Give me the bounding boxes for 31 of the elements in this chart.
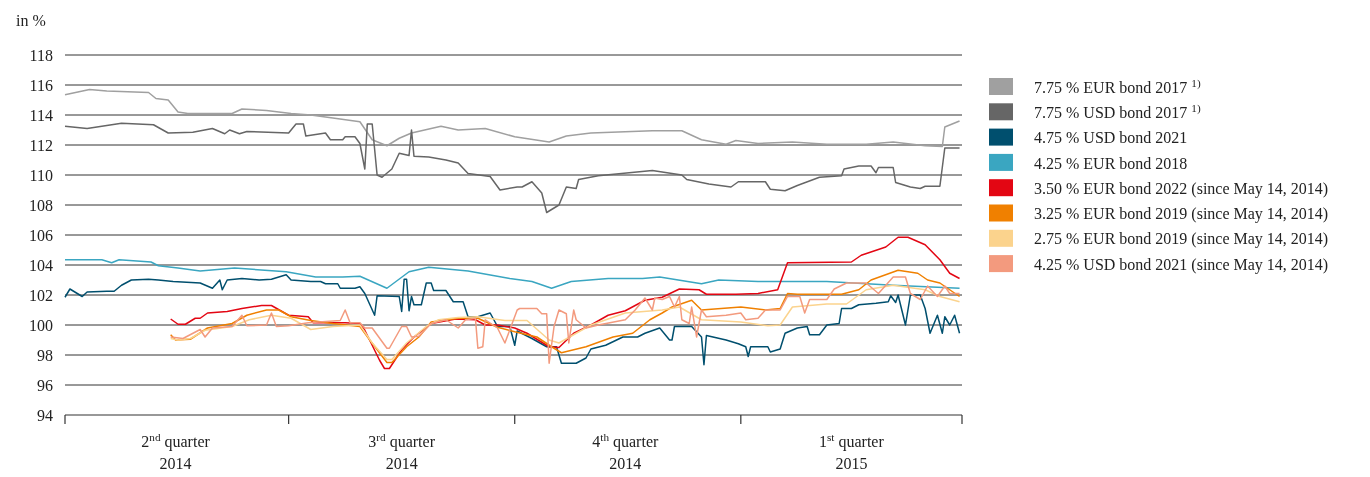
y-tick-label: 116 [29, 76, 53, 94]
y-tick-label: 94 [37, 406, 53, 424]
y-tick-label: 104 [29, 256, 53, 274]
legend-label: 4.75 % USD bond 2021 [1034, 129, 1188, 147]
y-tick-label: 112 [29, 136, 53, 154]
y-tick-label: 110 [29, 166, 53, 184]
y-tick-label: 106 [29, 226, 53, 244]
y-tick-label: 98 [37, 346, 53, 364]
line-series [64, 274, 961, 366]
legend-label: 7.75 % USD bond 2017 $^{1)}$ [1034, 101, 1201, 121]
y-axis-title: in % [16, 12, 46, 29]
y-tick-label: 118 [29, 46, 53, 64]
legend-label: 2.75 % EUR bond 2019 (since May 14, 2014) [1034, 230, 1329, 249]
y-tick-label: 96 [37, 376, 53, 394]
x-tick-label: 2$^{nd}$ quarter 2014 [141, 431, 211, 472]
y-tick-label: 114 [29, 106, 53, 124]
line-series [64, 122, 961, 214]
legend-label: 4.25 % USD bond 2021 (since May 14, 2014) [1034, 255, 1329, 274]
y-tick-label: 108 [29, 196, 53, 214]
x-tick-label: 4$^{th}$ quarter 2014 [592, 431, 659, 472]
y-tick-label: 102 [29, 286, 53, 304]
x-tick-label: 3$^{rd}$ quarter 2014 [368, 431, 436, 472]
line-series [64, 88, 961, 148]
line-series [169, 236, 961, 370]
y-tick-label: 100 [29, 316, 53, 334]
line-series [64, 259, 961, 289]
legend-label: 4.25 % EUR bond 2018 [1034, 154, 1188, 172]
legend-label: 3.50 % EUR bond 2022 (since May 14, 2014) [1034, 179, 1329, 198]
x-tick-label: 1$^{st}$ quarter 2015 [819, 431, 885, 472]
legend-label: 7.75 % EUR bond 2017 $^{1)}$ [1034, 76, 1201, 96]
legend-label: 3.25 % EUR bond 2019 (since May 14, 2014) [1034, 205, 1329, 224]
